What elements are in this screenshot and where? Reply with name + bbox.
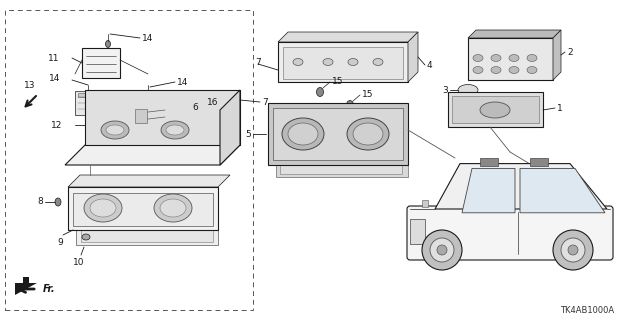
Ellipse shape bbox=[458, 84, 478, 95]
Circle shape bbox=[553, 230, 593, 270]
Text: 12: 12 bbox=[51, 121, 62, 130]
Text: 1: 1 bbox=[557, 103, 563, 113]
Bar bbox=[276, 120, 408, 177]
Ellipse shape bbox=[347, 118, 389, 150]
Ellipse shape bbox=[288, 123, 318, 145]
Text: 14: 14 bbox=[142, 34, 154, 43]
Bar bbox=[5, 10, 253, 310]
Ellipse shape bbox=[509, 67, 519, 74]
Bar bbox=[452, 96, 539, 123]
Text: 14: 14 bbox=[49, 74, 60, 83]
Bar bbox=[81, 209, 213, 242]
Ellipse shape bbox=[106, 125, 124, 135]
Ellipse shape bbox=[101, 121, 129, 139]
Text: 8: 8 bbox=[37, 197, 43, 206]
Text: 7: 7 bbox=[255, 58, 260, 67]
Bar bbox=[480, 158, 498, 166]
Ellipse shape bbox=[84, 194, 122, 222]
Ellipse shape bbox=[55, 198, 61, 206]
Ellipse shape bbox=[317, 87, 323, 97]
Bar bbox=[448, 92, 543, 127]
Text: 10: 10 bbox=[73, 258, 84, 267]
Circle shape bbox=[561, 238, 585, 262]
Ellipse shape bbox=[161, 121, 189, 139]
Polygon shape bbox=[65, 145, 240, 165]
Bar bbox=[73, 193, 213, 226]
Ellipse shape bbox=[348, 59, 358, 66]
Text: 16: 16 bbox=[207, 98, 218, 107]
Text: 15: 15 bbox=[362, 90, 374, 99]
Polygon shape bbox=[520, 168, 605, 213]
Ellipse shape bbox=[282, 118, 324, 150]
Polygon shape bbox=[15, 277, 37, 295]
Ellipse shape bbox=[166, 125, 184, 135]
Text: 9: 9 bbox=[57, 238, 63, 247]
Text: 14: 14 bbox=[177, 77, 188, 86]
Bar bbox=[75, 91, 103, 115]
Bar bbox=[273, 108, 403, 160]
Text: 6: 6 bbox=[192, 102, 198, 111]
Ellipse shape bbox=[491, 67, 501, 74]
Bar bbox=[278, 42, 408, 82]
Polygon shape bbox=[468, 30, 561, 38]
Polygon shape bbox=[220, 90, 240, 165]
Text: TK4AB1000A: TK4AB1000A bbox=[560, 306, 614, 315]
Text: 5: 5 bbox=[245, 130, 251, 139]
Text: 13: 13 bbox=[24, 81, 35, 90]
Polygon shape bbox=[435, 164, 607, 209]
Ellipse shape bbox=[491, 54, 501, 61]
Bar bbox=[82, 48, 120, 78]
Text: 3: 3 bbox=[442, 85, 448, 94]
Ellipse shape bbox=[473, 67, 483, 74]
Bar bbox=[148, 92, 172, 118]
Text: Fr.: Fr. bbox=[43, 284, 56, 294]
Ellipse shape bbox=[323, 59, 333, 66]
Bar bbox=[135, 109, 147, 123]
Ellipse shape bbox=[182, 111, 188, 119]
Circle shape bbox=[437, 245, 447, 255]
Bar bbox=[530, 158, 548, 166]
Text: 4: 4 bbox=[427, 60, 433, 69]
Text: 2: 2 bbox=[567, 47, 573, 57]
Polygon shape bbox=[553, 30, 561, 80]
Ellipse shape bbox=[145, 92, 150, 99]
Text: 11: 11 bbox=[47, 53, 59, 62]
Bar bbox=[268, 103, 408, 165]
Ellipse shape bbox=[473, 54, 483, 61]
Circle shape bbox=[430, 238, 454, 262]
Polygon shape bbox=[85, 90, 240, 145]
Bar bbox=[68, 187, 218, 230]
Ellipse shape bbox=[509, 54, 519, 61]
Bar bbox=[468, 38, 553, 80]
Bar bbox=[76, 204, 218, 245]
Ellipse shape bbox=[90, 199, 116, 217]
Ellipse shape bbox=[293, 59, 303, 66]
Text: 15: 15 bbox=[332, 76, 344, 85]
Polygon shape bbox=[462, 168, 515, 213]
Ellipse shape bbox=[90, 121, 106, 130]
Ellipse shape bbox=[82, 234, 90, 240]
Ellipse shape bbox=[527, 54, 537, 61]
Ellipse shape bbox=[106, 41, 111, 47]
Ellipse shape bbox=[346, 100, 353, 109]
Ellipse shape bbox=[86, 92, 90, 99]
Polygon shape bbox=[278, 32, 418, 42]
Text: 7: 7 bbox=[262, 98, 268, 107]
Ellipse shape bbox=[353, 123, 383, 145]
Bar bbox=[410, 219, 425, 244]
Ellipse shape bbox=[527, 67, 537, 74]
Bar bbox=[283, 47, 403, 79]
Ellipse shape bbox=[154, 194, 192, 222]
Circle shape bbox=[422, 230, 462, 270]
Polygon shape bbox=[408, 32, 418, 82]
Bar bbox=[78, 93, 100, 97]
Ellipse shape bbox=[480, 102, 510, 118]
Ellipse shape bbox=[160, 199, 186, 217]
Polygon shape bbox=[422, 200, 428, 207]
Bar bbox=[280, 124, 402, 174]
Ellipse shape bbox=[373, 59, 383, 66]
Polygon shape bbox=[68, 175, 230, 187]
Circle shape bbox=[568, 245, 578, 255]
FancyBboxPatch shape bbox=[407, 206, 613, 260]
